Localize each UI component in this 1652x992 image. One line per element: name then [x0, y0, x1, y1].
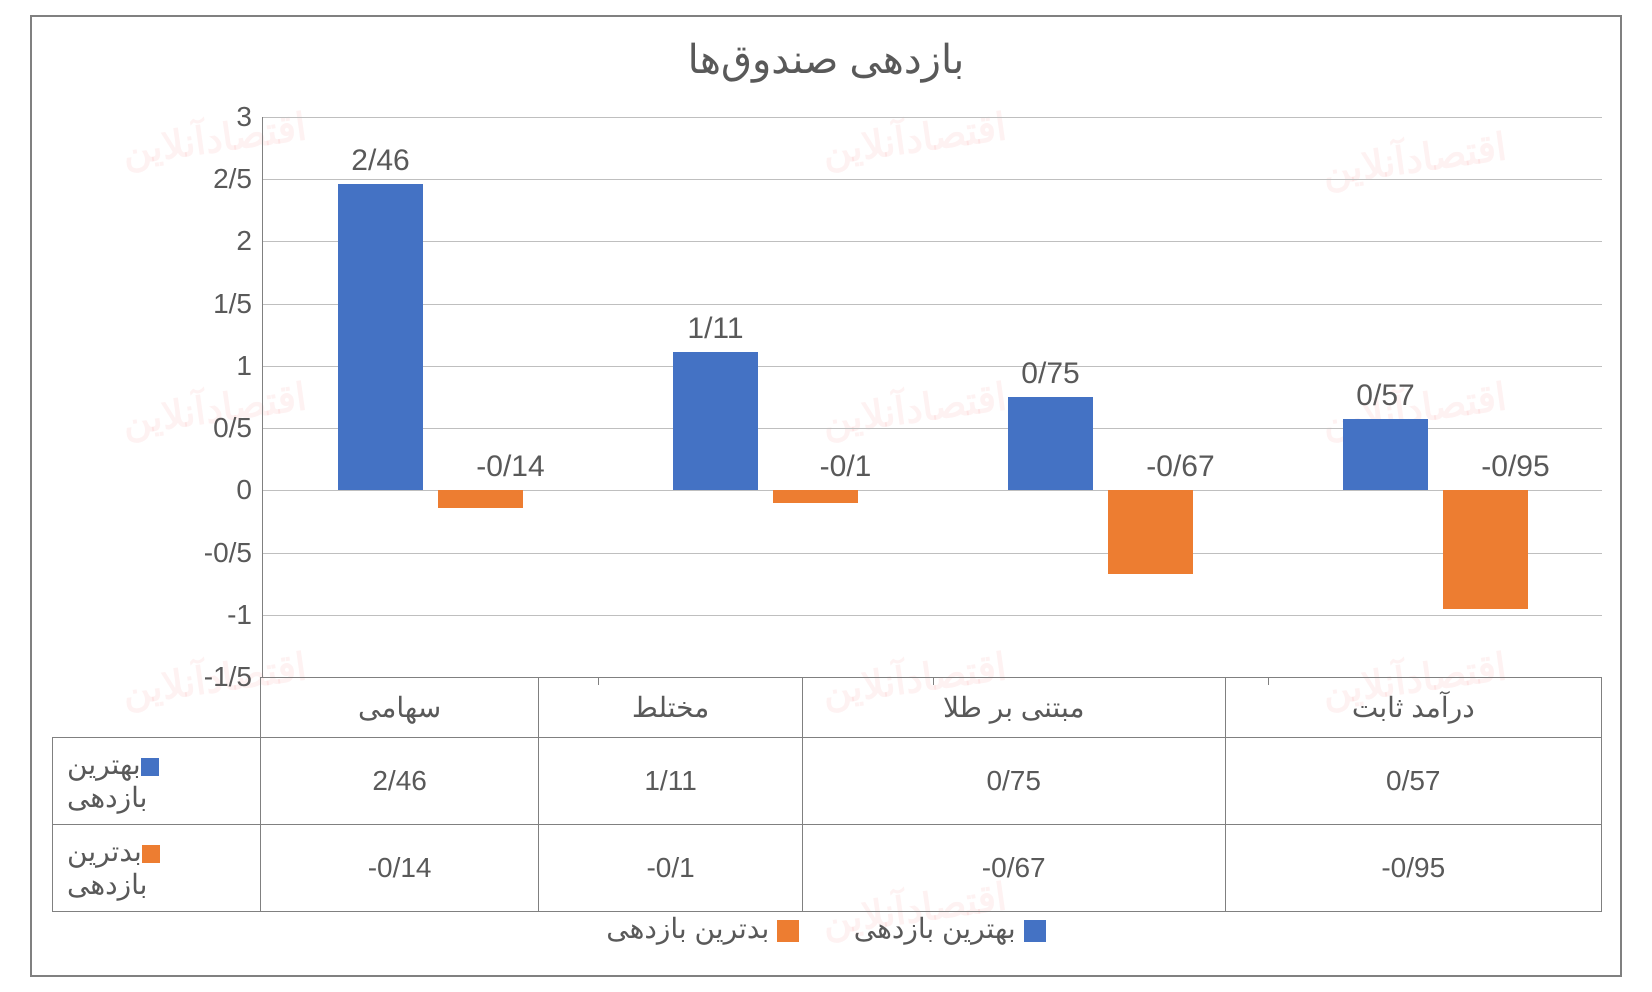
bar-value-label: -0/67 — [1101, 450, 1261, 484]
table-header-empty — [53, 678, 261, 738]
bar-value-label: -0/1 — [766, 450, 926, 484]
table-row: سهامی مختلط مبتنی بر طلا درآمد ثابت — [53, 678, 1602, 738]
swatch-icon — [142, 845, 160, 863]
table-header-cell: درآمد ثابت — [1225, 678, 1601, 738]
bar-value-label: 0/75 — [971, 357, 1131, 391]
ytick-label: 1 — [132, 350, 252, 382]
gridline — [263, 179, 1602, 180]
bar-value-label: -0/95 — [1436, 450, 1596, 484]
legend-item: بهترین بازدهی — [854, 912, 1046, 945]
bar — [673, 352, 758, 490]
gridline — [263, 553, 1602, 554]
gridline — [263, 366, 1602, 367]
table-header-cell: مبتنی بر طلا — [802, 678, 1225, 738]
legend: بهترین بازدهی بدترین بازدهی — [32, 912, 1620, 945]
table-row: بهترین بازدهی 2/46 1/11 0/75 0/57 — [53, 738, 1602, 825]
gridline — [263, 241, 1602, 242]
bar — [438, 490, 523, 507]
table-cell: -0/14 — [261, 825, 539, 912]
bar-value-label: 2/46 — [301, 144, 461, 178]
table-series-name: بهترین بازدهی — [53, 738, 261, 825]
table-cell: -0/67 — [802, 825, 1225, 912]
swatch-icon — [777, 920, 799, 942]
bar — [1108, 490, 1193, 573]
table-series-name: بدترین بازدهی — [53, 825, 261, 912]
series-name-text: بدترین بازدهی — [67, 836, 147, 900]
data-table: سهامی مختلط مبتنی بر طلا درآمد ثابت بهتر… — [52, 677, 1602, 912]
swatch-icon — [1024, 920, 1046, 942]
bar — [1343, 419, 1428, 490]
ytick-label: 0 — [132, 474, 252, 506]
table-cell: 1/11 — [539, 738, 803, 825]
ytick-label: 2 — [132, 225, 252, 257]
table-cell: 0/75 — [802, 738, 1225, 825]
ytick-label: 2/5 — [132, 163, 252, 195]
table-cell: 2/46 — [261, 738, 539, 825]
legend-label: بدترین بازدهی — [606, 913, 769, 944]
series-name-text: بهترین بازدهی — [67, 749, 147, 813]
table-cell: -0/1 — [539, 825, 803, 912]
chart-plot-area: -1/5-1-0/500/511/522/532/46-0/141/11-0/1… — [262, 117, 1602, 677]
ytick-label: -0/5 — [132, 537, 252, 569]
legend-item: بدترین بازدهی — [606, 912, 799, 945]
bar-value-label: 0/57 — [1306, 379, 1466, 413]
bar-value-label: 1/11 — [636, 312, 796, 346]
ytick-label: 0/5 — [132, 412, 252, 444]
chart-container: اقتصادآنلاین اقتصادآنلاین اقتصادآنلاین ا… — [30, 15, 1622, 977]
table-row: بدترین بازدهی -0/14 -0/1 -0/67 -0/95 — [53, 825, 1602, 912]
table-cell: -0/95 — [1225, 825, 1601, 912]
bar-value-label: -0/14 — [431, 450, 591, 484]
ytick-label: 3 — [132, 101, 252, 133]
bar — [1443, 490, 1528, 608]
gridline — [263, 615, 1602, 616]
bar — [1008, 397, 1093, 490]
ytick-label: 1/5 — [132, 288, 252, 320]
gridline — [263, 117, 1602, 118]
gridline — [263, 304, 1602, 305]
chart-title: بازدهی صندوق‌ها — [32, 17, 1620, 93]
legend-label: بهترین بازدهی — [854, 913, 1016, 944]
table-header-cell: مختلط — [539, 678, 803, 738]
table-cell: 0/57 — [1225, 738, 1601, 825]
table-header-cell: سهامی — [261, 678, 539, 738]
swatch-icon — [141, 758, 159, 776]
ytick-label: -1 — [132, 599, 252, 631]
bar — [338, 184, 423, 490]
bar — [773, 490, 858, 502]
